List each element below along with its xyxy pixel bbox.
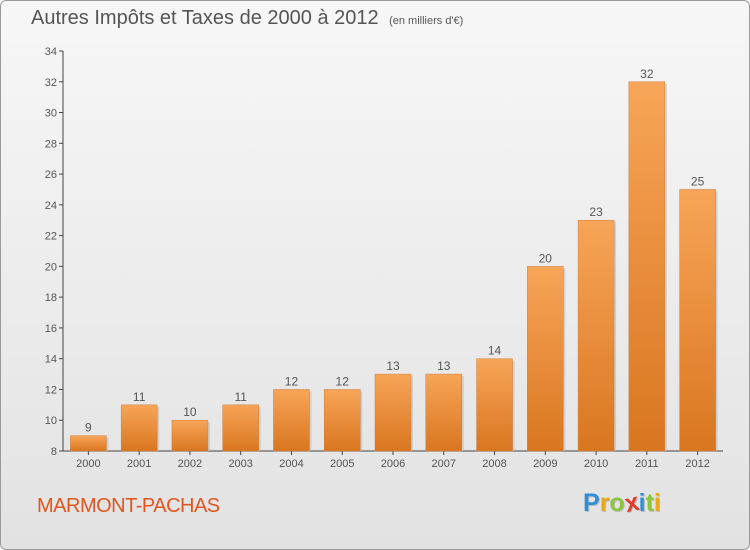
y-tick-label: 18 bbox=[45, 292, 57, 304]
commune-name: MARMONT-PACHAS bbox=[37, 495, 220, 517]
y-tick-label: 8 bbox=[51, 446, 57, 458]
logo-letter: P bbox=[583, 489, 600, 517]
logo-letter: i bbox=[653, 489, 661, 517]
y-tick-label: 28 bbox=[45, 138, 57, 150]
y-tick-label: 34 bbox=[45, 46, 57, 58]
bar bbox=[425, 373, 463, 452]
bar bbox=[273, 389, 310, 452]
x-tick-label: 2004 bbox=[279, 458, 303, 470]
bar-value-label: 23 bbox=[589, 205, 603, 219]
y-tick-label: 10 bbox=[45, 415, 57, 427]
bar bbox=[323, 389, 361, 452]
y-tick-label: 12 bbox=[45, 384, 57, 396]
x-tick-label: 2006 bbox=[381, 458, 405, 470]
x-tick-label: 2000 bbox=[76, 458, 100, 470]
y-tick-label: 26 bbox=[45, 169, 57, 181]
bar-value-label: 11 bbox=[133, 390, 146, 404]
x-tick-label: 2009 bbox=[533, 458, 557, 470]
bar bbox=[374, 373, 412, 452]
y-tick-label: 32 bbox=[45, 77, 57, 89]
bar-value-label: 25 bbox=[691, 174, 705, 188]
x-tick-label: 2007 bbox=[432, 458, 456, 470]
bar bbox=[120, 404, 158, 452]
logo-letter: t bbox=[645, 489, 654, 517]
logo-letter: i bbox=[638, 489, 646, 517]
y-tick-label: 22 bbox=[45, 231, 57, 243]
x-tick-label: 2003 bbox=[228, 458, 252, 470]
bar bbox=[628, 81, 666, 452]
bar bbox=[577, 219, 615, 452]
x-tick-label: 2001 bbox=[127, 458, 151, 470]
y-tick-label: 20 bbox=[45, 261, 57, 273]
logo-letter: r bbox=[599, 489, 610, 517]
chart-title: Autres Impôts et Taxes de 2000 à 2012 bbox=[31, 7, 379, 29]
bar-value-label: 13 bbox=[386, 359, 400, 373]
bar-value-label: 12 bbox=[336, 374, 350, 388]
bars bbox=[70, 81, 718, 452]
y-tick-label: 14 bbox=[45, 354, 57, 366]
data-labels: 9 11 10 11 12 12 13 13 14 20 23 32 25 bbox=[85, 67, 705, 435]
bar bbox=[171, 419, 209, 452]
x-tick-label: 2008 bbox=[482, 458, 506, 470]
bar-value-label: 9 bbox=[85, 421, 92, 435]
bar bbox=[70, 435, 107, 452]
y-tick-label: 24 bbox=[45, 200, 57, 212]
y-tick-label: 16 bbox=[45, 323, 57, 335]
logo-letter: o bbox=[609, 489, 625, 517]
bar-value-label: 13 bbox=[437, 359, 451, 373]
bar bbox=[222, 404, 259, 452]
x-tick-label: 2005 bbox=[330, 458, 354, 470]
chart-title-row: Autres Impôts et Taxes de 2000 à 2012 (e… bbox=[31, 7, 463, 30]
x-tick-label: 2002 bbox=[178, 458, 202, 470]
bar-value-label: 14 bbox=[488, 344, 502, 358]
x-tick-label: 2011 bbox=[635, 458, 659, 470]
y-tick-label: 30 bbox=[45, 108, 57, 120]
bar-value-label: 32 bbox=[640, 67, 654, 81]
bar bbox=[527, 266, 564, 452]
x-tick-label: 2010 bbox=[584, 458, 608, 470]
bar-value-label: 20 bbox=[539, 251, 553, 265]
bar bbox=[679, 189, 716, 452]
bar-value-label: 12 bbox=[285, 374, 299, 388]
bar-value-label: 10 bbox=[183, 405, 197, 419]
proxiti-logo: Proxiti bbox=[583, 488, 661, 518]
chart-unit-note: (en milliers d'€) bbox=[389, 15, 464, 27]
bar bbox=[476, 358, 513, 452]
bar-value-label: 11 bbox=[234, 390, 247, 404]
x-tick-label: 2012 bbox=[685, 458, 709, 470]
